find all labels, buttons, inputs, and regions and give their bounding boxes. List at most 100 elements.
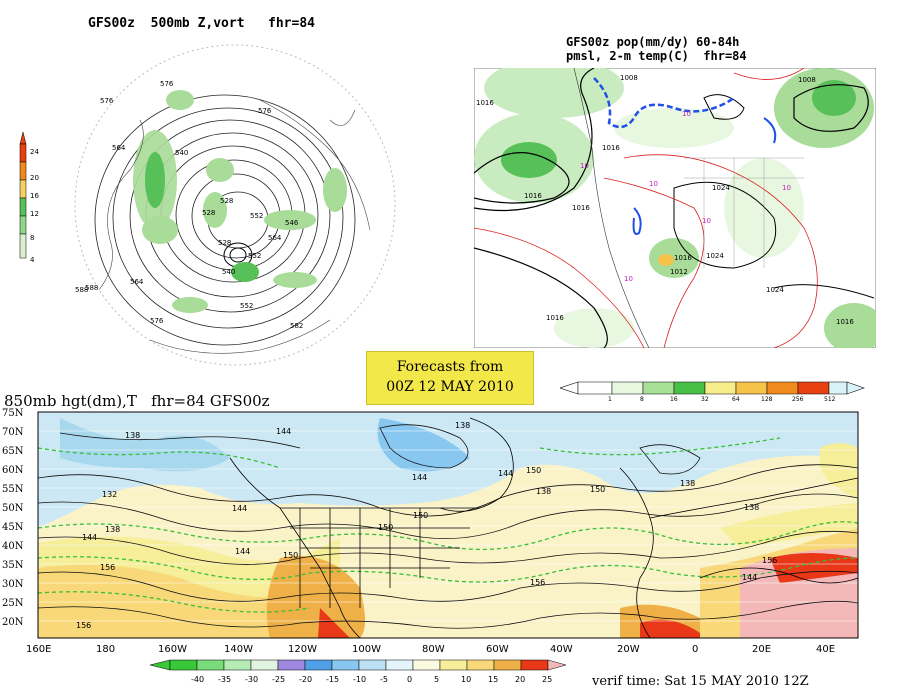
temp-label: 10: [702, 217, 711, 225]
temperature-colorbar-tick: -15: [326, 675, 339, 684]
height-label: 144: [276, 427, 291, 436]
temp-label: 10: [782, 184, 791, 192]
pressure-label: 1016: [476, 99, 494, 107]
temperature-colorbar-tick: 0: [407, 675, 412, 684]
colorbar-arrow-top: [19, 131, 27, 145]
colorbar-tick: 12: [30, 210, 39, 218]
vort-colorbar: 24 20 16 12 8 4: [19, 131, 39, 264]
pressure-label: 1016: [572, 204, 590, 212]
pressure-label: 1016: [674, 254, 692, 262]
temp-label: 10: [580, 162, 589, 170]
forecast-banner-line2: 00Z 12 MAY 2010: [386, 379, 514, 395]
height-label: 138: [455, 421, 470, 430]
temperature-colorbar-tick: -10: [353, 675, 366, 684]
temperature-colorbar-tick: -25: [272, 675, 285, 684]
temp-label: 10: [682, 110, 691, 118]
colorbar-swatch: [331, 659, 360, 671]
forecast-banner: Forecasts from 00Z 12 MAY 2010: [366, 351, 534, 405]
temperature-colorbar-tick: 5: [434, 675, 439, 684]
precip-colorbar-tick: 8: [640, 396, 644, 402]
height-label: 150: [283, 551, 298, 560]
lon-label: 80W: [422, 644, 445, 655]
colorbar-swatch: [304, 659, 333, 671]
lat-label: 65N: [2, 446, 24, 457]
temperature-colorbar-tick: 10: [461, 675, 471, 684]
contour-label: 528: [202, 209, 215, 217]
contour-label: 588: [85, 284, 98, 292]
temp-label: 10: [624, 275, 633, 283]
contour-label: 552: [240, 302, 253, 310]
height-label: 156: [762, 556, 777, 565]
height-contours: [37, 424, 859, 629]
lat-label: 55N: [2, 484, 24, 495]
precip-colorbar-tick: 16: [670, 396, 678, 402]
polar-500mb-map: 588 576 564 540 528 552 564 582 540 552 …: [74, 44, 396, 366]
lat-label: 35N: [2, 560, 24, 571]
pressure-label: 1016: [602, 144, 620, 152]
contour-label: 576: [150, 317, 164, 325]
contour-label: 588: [75, 286, 88, 294]
height-label: 150: [590, 485, 605, 494]
height-label: 138: [744, 503, 759, 512]
lat-label: 50N: [2, 503, 24, 514]
colorbar-arrow-left: [149, 659, 171, 671]
colorbar-swatch: [250, 659, 279, 671]
contour-label: 552: [250, 212, 263, 220]
colorbar-tick: 4: [30, 256, 35, 264]
contour-label: 528: [220, 197, 233, 205]
height-label: 144: [742, 573, 757, 582]
height-label: 144: [235, 547, 250, 556]
colorbar-tick: 20: [30, 174, 39, 182]
height-label: 138: [536, 487, 551, 496]
colorbar-swatch: [196, 659, 225, 671]
height-label: 138: [680, 479, 695, 488]
pressure-label: 1008: [620, 74, 638, 82]
contour-label: 582: [290, 322, 303, 330]
contour-label: 540: [175, 149, 188, 157]
pressure-label: 1016: [836, 318, 854, 326]
lon-label: 160E: [26, 644, 51, 655]
temperature-colorbar-tick: -40: [191, 675, 204, 684]
temperature-contours: [37, 437, 859, 613]
verif-time: verif time: Sat 15 MAY 2010 12Z: [592, 674, 809, 689]
precip-colorbar-tick: 512: [824, 396, 836, 402]
colorbar-tick: 8: [30, 234, 34, 242]
height-label: 156: [100, 563, 115, 572]
pressure-label: 1008: [798, 76, 816, 84]
polar-contour-layer: [89, 90, 371, 354]
temperature-shading: [38, 412, 858, 638]
precip-colorbar-tick: 1: [608, 396, 612, 402]
contour-label: 576: [100, 97, 114, 105]
precip-colorbar-tick: 128: [761, 396, 773, 402]
colorbar-swatch: [493, 659, 522, 671]
lon-label: 40E: [816, 644, 835, 655]
panel1-title: GFS00z 500mb Z,vort fhr=84: [88, 16, 315, 31]
temperature-colorbar-tick: -20: [299, 675, 312, 684]
temperature-colorbar-tick: 25: [542, 675, 552, 684]
map-frame: [37, 411, 859, 639]
temperature-colorbar: -40 -35 -30 -25 -20 -15 -10 -5 0 5 10 15 20 25: [149, 659, 567, 684]
lat-label: 70N: [2, 427, 24, 438]
contour-label: 564: [130, 278, 144, 286]
height-label: 144: [232, 504, 247, 513]
temp-label: 10: [649, 180, 658, 188]
precip-colorbar-tick: 64: [732, 396, 740, 402]
colorbar-swatch: [169, 659, 198, 671]
lon-label: 180: [96, 644, 115, 655]
temperature-colorbar-tick: -5: [380, 675, 388, 684]
lat-label: 75N: [2, 408, 24, 419]
contour-label: 576: [258, 107, 272, 115]
colorbar-tick: 16: [30, 192, 39, 200]
panel3-title: 850mb hgt(dm),T fhr=84 GFS00z: [4, 392, 270, 410]
colorbar-swatch: [412, 659, 441, 671]
map-grid: [38, 430, 858, 622]
contour-label: 540: [222, 268, 235, 276]
temperature-colorbar-tick: -30: [245, 675, 258, 684]
precip-pmsl-map: 1016 1016 1016 1016 1008 1024 1024 1016 …: [474, 68, 876, 348]
colorbar-swatch: [439, 659, 468, 671]
contour-label: 576: [160, 80, 174, 88]
colorbar-swatch: [277, 659, 306, 671]
height-label: 156: [76, 621, 91, 630]
pressure-label: 1024: [706, 252, 724, 260]
panel2-title-line1: GFS00z pop(mm/dy) 60-84h: [566, 35, 740, 49]
